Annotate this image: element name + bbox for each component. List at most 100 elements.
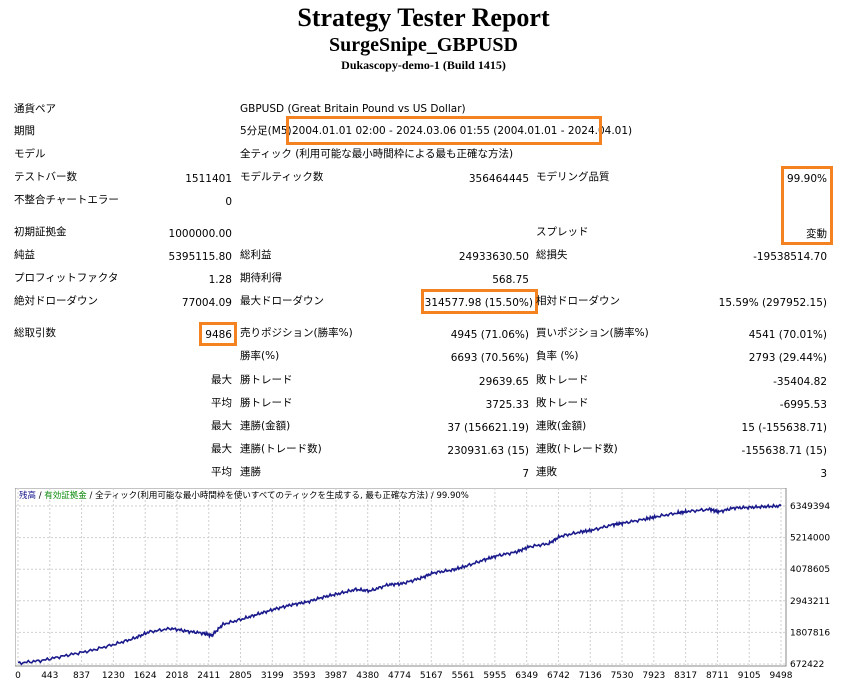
symbol-label: 通貨ペア — [14, 103, 56, 115]
x-tick-label: 1230 — [102, 671, 125, 681]
y-tick-label: 4078605 — [790, 565, 830, 575]
long-value: 4541 (70.01%) — [748, 329, 827, 341]
abs-dd-label: 絶対ドローダウン — [14, 295, 98, 307]
x-tick-label: 4380 — [356, 671, 379, 681]
x-tick-label: 8317 — [674, 671, 697, 681]
spread-value: 変動 — [806, 228, 827, 240]
ticks-value: 356464445 — [468, 173, 529, 185]
short-label: 売りポジション(勝率%) — [240, 327, 353, 339]
x-tick-label: 443 — [41, 671, 58, 681]
pf-label: プロフィットファクタ — [14, 272, 119, 284]
largest-loss-value: -35404.82 — [773, 376, 827, 388]
server-build: Dukascopy-demo-1 (Build 1415) — [341, 58, 506, 72]
trades-highlight-box — [199, 322, 237, 346]
y-tick-label: 1807816 — [790, 628, 830, 638]
spread-label: スプレッド — [536, 226, 589, 238]
x-tick-label: 6742 — [547, 671, 570, 681]
symbol-value: GBPUSD (Great Britain Pound vs US Dollar… — [240, 103, 466, 115]
avg-cons-loss-value: 3 — [820, 468, 827, 480]
abs-dd-value: 77004.09 — [181, 297, 232, 309]
period-prefix: 5分足(M5) — [240, 125, 292, 137]
long-label: 買いポジション(勝率%) — [536, 327, 649, 339]
x-tick-label: 9498 — [770, 671, 793, 681]
max-label-1: 最大 — [211, 374, 232, 386]
bars-label: テストバー数 — [14, 171, 77, 183]
cons-loss-cnt-label: 連敗(トレード数) — [536, 443, 618, 455]
chart-plot-area — [15, 488, 787, 667]
balance-chart: 0 443 837 1230 1624 2018 2411 2805 3199 3593 3987 4… — [15, 488, 830, 681]
net-label: 純益 — [14, 249, 35, 261]
winrate-value: 6693 (70.56%) — [450, 352, 529, 364]
y-tick-label: 2943211 — [790, 597, 830, 607]
cons-loss-amt-value: 15 (-155638.71) — [741, 422, 827, 434]
avg-label-2: 平均 — [211, 466, 232, 478]
y-tick-label: 672422 — [790, 660, 824, 670]
mismatch-value: 0 — [225, 196, 232, 208]
avg-loss-label: 敗トレード — [536, 397, 589, 409]
model-label: モデル — [14, 148, 46, 160]
trades-value: 9486 — [205, 329, 232, 341]
cons-win-cnt-label: 連勝(トレード数) — [240, 443, 322, 455]
bars-value: 1511401 — [185, 173, 232, 185]
winrate-label: 勝率(%) — [240, 350, 280, 362]
avg-win-label: 勝トレード — [240, 397, 293, 409]
report-title: Strategy Tester Report — [297, 3, 550, 32]
chart-legend: 残高 / 有効証拠金 / 全ティック(利用可能な最小時間枠を使いすべてのティック… — [19, 490, 469, 501]
max-dd-value: 314577.98 (15.50%) — [424, 297, 533, 309]
short-value: 4945 (71.06%) — [450, 329, 529, 341]
legend-balance: 残高 — [19, 490, 36, 501]
legend-equity: 有効証拠金 — [44, 490, 87, 501]
expert-name: SurgeSnipe_GBPUSD — [329, 34, 518, 56]
quality-spread-highlight-box — [781, 166, 833, 245]
pf-value: 1.28 — [208, 274, 232, 286]
x-tick-label: 3199 — [261, 671, 284, 681]
x-tick-label: 1624 — [134, 671, 157, 681]
cons-loss-cnt-value: -155638.71 (15) — [741, 445, 827, 457]
max-label-3: 最大 — [211, 443, 232, 455]
largest-loss-label: 敗トレード — [536, 374, 589, 386]
y-tick-label: 5214000 — [790, 534, 830, 544]
x-tick-label: 5561 — [452, 671, 475, 681]
quality-value: 99.90% — [786, 173, 827, 185]
trades-label: 総取引数 — [14, 327, 56, 339]
lossrate-value: 2793 (29.44%) — [748, 352, 827, 364]
gross-loss-label: 総損失 — [536, 249, 568, 261]
x-tick-label: 9105 — [738, 671, 761, 681]
deposit-value: 1000000.00 — [168, 228, 232, 240]
max-dd-label: 最大ドローダウン — [240, 295, 324, 307]
largest-win-value: 29639.65 — [478, 376, 529, 388]
x-tick-label: 2805 — [229, 671, 252, 681]
x-tick-label: 7923 — [642, 671, 665, 681]
avg-cons-win-value: 7 — [522, 468, 529, 480]
expected-label: 期待利得 — [240, 272, 282, 284]
period-label: 期間 — [14, 125, 35, 137]
period-highlight-box — [286, 116, 602, 145]
x-tick-label: 2018 — [166, 671, 189, 681]
cons-win-cnt-value: 230931.63 (15) — [447, 445, 529, 457]
x-tick-label: 5955 — [483, 671, 506, 681]
avg-loss-value: -6995.53 — [779, 399, 827, 411]
gross-profit-value: 24933630.50 — [458, 251, 529, 263]
chart-grid — [15, 488, 786, 666]
legend-model-info: 全ティック(利用可能な最小時間枠を使いすべてのティックを生成する, 最も正確な方… — [95, 490, 469, 501]
mismatch-label: 不整合チャートエラー — [14, 194, 119, 206]
balance-series-line — [17, 503, 782, 666]
rel-dd-label: 相対ドローダウン — [536, 295, 620, 307]
avg-cons-loss-label: 連敗 — [536, 466, 557, 478]
x-tick-label: 8711 — [706, 671, 729, 681]
x-tick-label: 3593 — [293, 671, 316, 681]
model-value: 全ティック (利用可能な最小時間枠による最も正確な方法) — [240, 148, 514, 160]
legend-separator-2: / — [87, 491, 95, 501]
lossrate-label: 負率 (%) — [536, 350, 579, 362]
rel-dd-value: 15.59% (297952.15) — [718, 297, 827, 309]
x-tick-label: 3987 — [324, 671, 347, 681]
cons-loss-amt-label: 連敗(金額) — [536, 420, 587, 432]
x-tick-label: 4774 — [388, 671, 411, 681]
avg-label-1: 平均 — [211, 397, 232, 409]
ticks-label: モデルティック数 — [240, 171, 324, 183]
avg-cons-win-label: 連勝 — [240, 466, 261, 478]
x-tick-label: 837 — [73, 671, 90, 681]
max-dd-highlight-box — [421, 289, 538, 314]
cons-win-amt-value: 37 (156621.19) — [447, 422, 529, 434]
gross-loss-value: -19538514.70 — [753, 251, 827, 263]
